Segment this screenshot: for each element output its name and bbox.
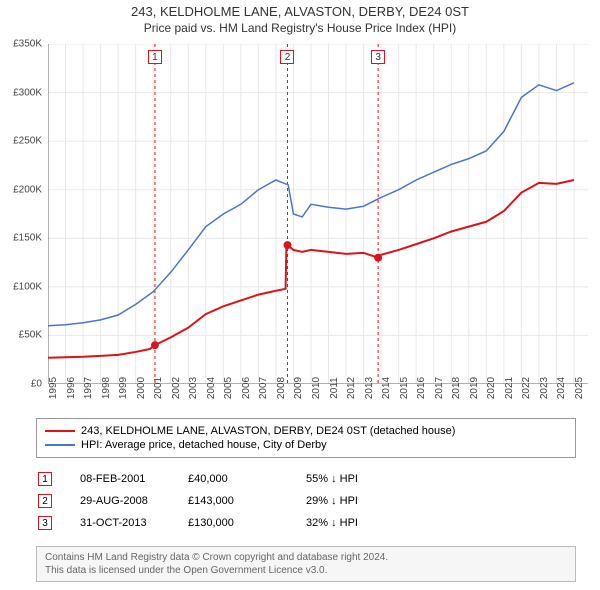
x-tick-label: 2000 (136, 377, 147, 399)
x-tick-label: 2013 (364, 377, 375, 399)
sale-marker-flag: 1 (148, 50, 162, 64)
y-tick-label: £100K (13, 281, 42, 292)
x-tick-label: 2025 (574, 377, 585, 399)
y-tick-label: £350K (13, 39, 42, 50)
sale-marker-flag: 3 (371, 50, 385, 64)
x-tick-label: 2024 (556, 377, 567, 399)
footer-line1: Contains HM Land Registry data © Crown c… (45, 551, 567, 564)
legend-row: 243, KELDHOLME LANE, ALVASTON, DERBY, DE… (45, 424, 567, 438)
x-tick-label: 2015 (399, 377, 410, 399)
x-tick-label: 2011 (329, 377, 340, 399)
footer-attribution: Contains HM Land Registry data © Crown c… (36, 546, 576, 582)
sale-date: 31-OCT-2013 (60, 517, 180, 529)
title-subtitle: Price paid vs. HM Land Registry's House … (0, 21, 600, 37)
chart-svg (48, 44, 588, 384)
x-tick-label: 1997 (83, 377, 94, 399)
x-tick-label: 2019 (469, 377, 480, 399)
footer-line2: This data is licensed under the Open Gov… (45, 564, 567, 577)
sale-price: £40,000 (188, 473, 298, 485)
sale-row: 3 31-OCT-2013 £130,000 32% ↓ HPI (36, 512, 576, 534)
sale-row-marker: 2 (38, 494, 52, 508)
sale-marker-flag: 2 (280, 50, 294, 64)
x-tick-label: 2014 (381, 377, 392, 399)
x-tick-label: 2023 (539, 377, 550, 399)
x-tick-label: 2004 (206, 377, 217, 399)
sale-row-marker: 1 (38, 472, 52, 486)
title-block: 243, KELDHOLME LANE, ALVASTON, DERBY, DE… (0, 0, 600, 36)
legend-swatch (45, 430, 75, 432)
y-tick-label: £300K (13, 87, 42, 98)
x-tick-label: 2006 (241, 377, 252, 399)
y-tick-label: £0 (31, 379, 42, 390)
legend-row: HPI: Average price, detached house, City… (45, 438, 567, 452)
x-tick-label: 2022 (521, 377, 532, 399)
sale-row-marker: 3 (38, 516, 52, 530)
x-tick-label: 2005 (223, 377, 234, 399)
legend: 243, KELDHOLME LANE, ALVASTON, DERBY, DE… (36, 418, 576, 458)
x-tick-label: 1998 (101, 377, 112, 399)
x-tick-label: 2010 (311, 377, 322, 399)
sale-diff: 32% ↓ HPI (306, 517, 426, 529)
legend-label: 243, KELDHOLME LANE, ALVASTON, DERBY, DE… (81, 425, 455, 437)
y-tick-label: £50K (19, 330, 42, 341)
sale-date: 29-AUG-2008 (60, 495, 180, 507)
x-tick-label: 2021 (504, 377, 515, 399)
x-tick-label: 1999 (118, 377, 129, 399)
legend-label: HPI: Average price, detached house, City… (81, 439, 327, 451)
x-tick-label: 2016 (416, 377, 427, 399)
x-tick-label: 2002 (171, 377, 182, 399)
sale-diff: 55% ↓ HPI (306, 473, 426, 485)
x-tick-label: 2008 (276, 377, 287, 399)
x-tick-label: 1995 (48, 377, 59, 399)
x-tick-label: 2007 (258, 377, 269, 399)
sale-row: 2 29-AUG-2008 £143,000 29% ↓ HPI (36, 490, 576, 512)
y-tick-label: £150K (13, 233, 42, 244)
x-tick-label: 2001 (153, 377, 164, 399)
x-tick-label: 2009 (293, 377, 304, 399)
x-tick-label: 2017 (434, 377, 445, 399)
sale-diff: 29% ↓ HPI (306, 495, 426, 507)
sale-price: £130,000 (188, 517, 298, 529)
y-tick-label: £200K (13, 184, 42, 195)
x-tick-label: 2018 (451, 377, 462, 399)
x-tick-label: 2003 (188, 377, 199, 399)
sale-row: 1 08-FEB-2001 £40,000 55% ↓ HPI (36, 468, 576, 490)
title-address: 243, KELDHOLME LANE, ALVASTON, DERBY, DE… (0, 4, 600, 21)
y-tick-label: £250K (13, 136, 42, 147)
legend-swatch (45, 444, 75, 446)
chart-area: £0£50K£100K£150K£200K£250K£300K£350K 199… (48, 44, 588, 384)
x-tick-label: 1996 (66, 377, 77, 399)
sale-price: £143,000 (188, 495, 298, 507)
x-tick-label: 2012 (346, 377, 357, 399)
chart-container: 243, KELDHOLME LANE, ALVASTON, DERBY, DE… (0, 0, 600, 590)
sale-date: 08-FEB-2001 (60, 473, 180, 485)
sales-table: 1 08-FEB-2001 £40,000 55% ↓ HPI 2 29-AUG-2008… (36, 468, 576, 534)
x-tick-label: 2020 (486, 377, 497, 399)
